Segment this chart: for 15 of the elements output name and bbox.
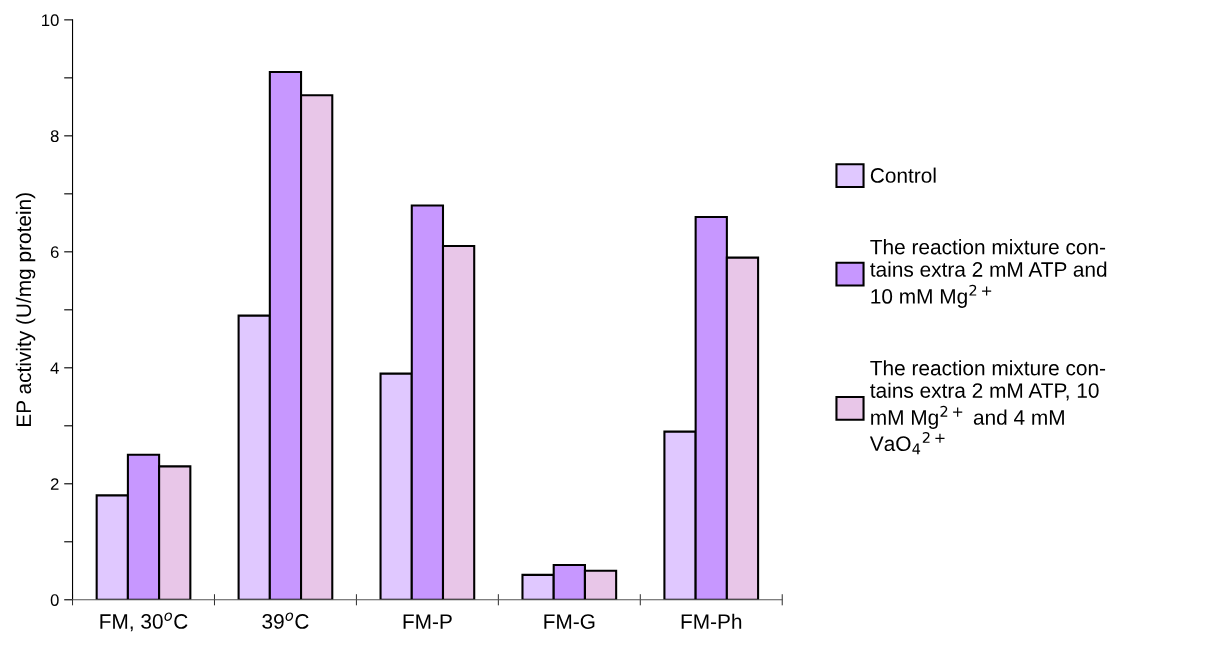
y-tick-label: 10 bbox=[42, 14, 59, 27]
x-tick-label: 39$^{o}$C bbox=[262, 612, 309, 629]
text: The reaction mixture con- tains extra 2 mM ATP, 10 mM Mg$^{2+}$ and 4 mM VaO$_{4}$$^{2+}$ bbox=[869, 360, 1106, 455]
legend-label: Control bbox=[870, 167, 936, 183]
y-tick-label: 6 bbox=[50, 246, 59, 259]
legend-label: The reaction mixture con- tains extra 2 mM ATP and 10 mM Mg$^{2+}$ bbox=[870, 239, 1107, 308]
y-tick-label: 0 bbox=[50, 594, 59, 606]
y-tick-label: 4 bbox=[50, 362, 59, 374]
y-axis-title: EP activity (U/mg protein) bbox=[15, 193, 36, 427]
x-tick-label: FM-Ph bbox=[681, 613, 742, 629]
x-tick-label: FM-P bbox=[403, 614, 452, 629]
x-tick-label: FM-G bbox=[544, 614, 595, 629]
x-tick-label: FM, 30$^{o}$C bbox=[100, 612, 188, 632]
y-tick-label: 8 bbox=[50, 130, 59, 143]
y-tick-label: 2 bbox=[50, 478, 59, 490]
